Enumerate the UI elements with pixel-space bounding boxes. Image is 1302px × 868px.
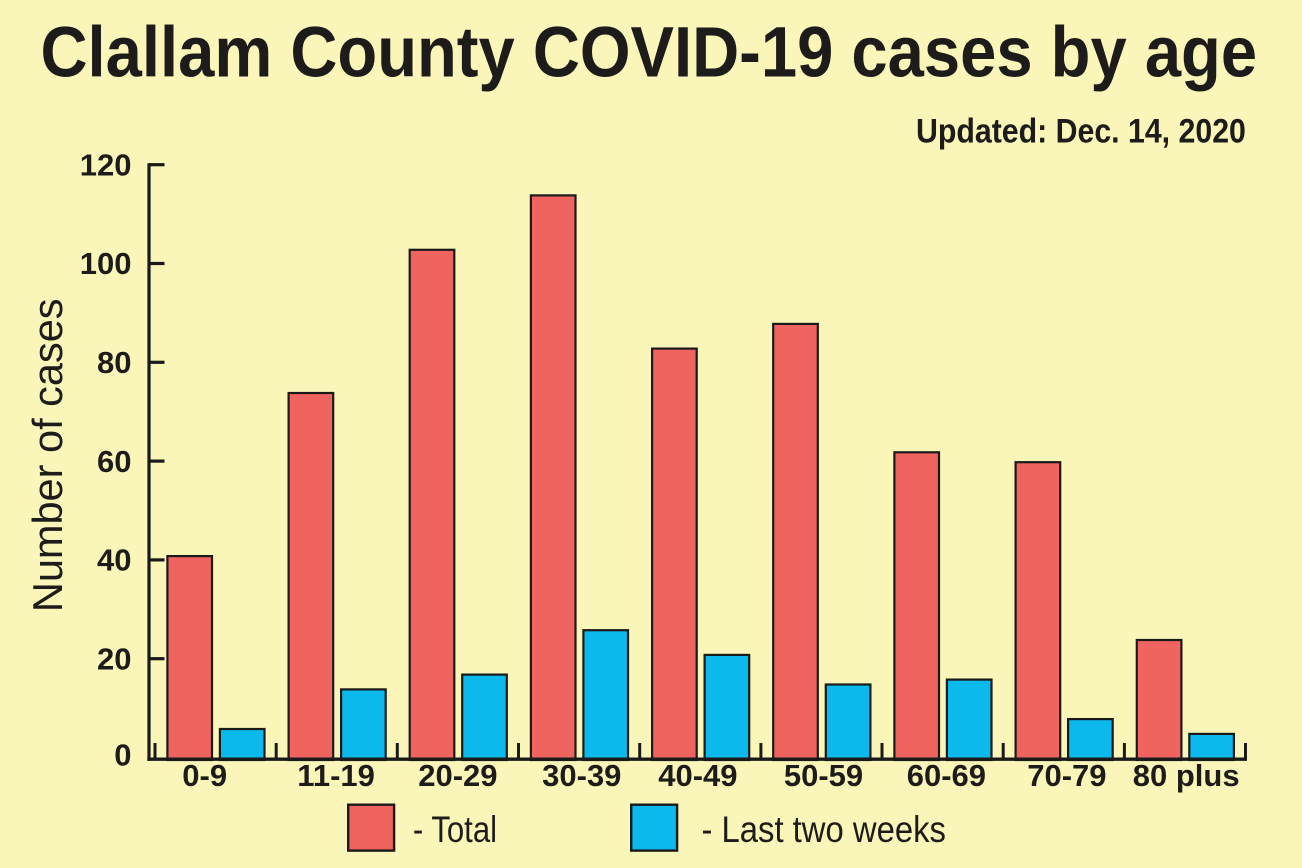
svg-text:40-49: 40-49: [658, 758, 737, 793]
svg-text:60-69: 60-69: [907, 758, 986, 793]
svg-text:0-9: 0-9: [182, 758, 227, 793]
svg-text:Number of cases: Number of cases: [24, 298, 71, 612]
svg-text:80 plus: 80 plus: [1133, 758, 1240, 793]
svg-text:- Last two weeks: - Last two weeks: [702, 810, 946, 850]
svg-text:100: 100: [80, 246, 132, 281]
svg-text:120: 120: [80, 147, 132, 182]
svg-text:20: 20: [97, 641, 131, 676]
svg-text:- Total: - Total: [413, 810, 497, 851]
svg-text:Clallam County COVID-19 cases: Clallam County COVID-19 cases by age: [41, 13, 1258, 92]
svg-text:50-59: 50-59: [784, 758, 863, 793]
svg-text:70-79: 70-79: [1027, 758, 1106, 793]
svg-text:0: 0: [114, 737, 131, 772]
svg-text:Updated: Dec. 14, 2020: Updated: Dec. 14, 2020: [916, 112, 1246, 150]
svg-text:11-19: 11-19: [297, 758, 375, 793]
svg-text:20-29: 20-29: [418, 758, 497, 793]
svg-text:40: 40: [97, 543, 131, 578]
svg-text:60: 60: [97, 444, 131, 479]
svg-text:30-39: 30-39: [542, 758, 621, 793]
svg-text:80: 80: [97, 345, 131, 380]
